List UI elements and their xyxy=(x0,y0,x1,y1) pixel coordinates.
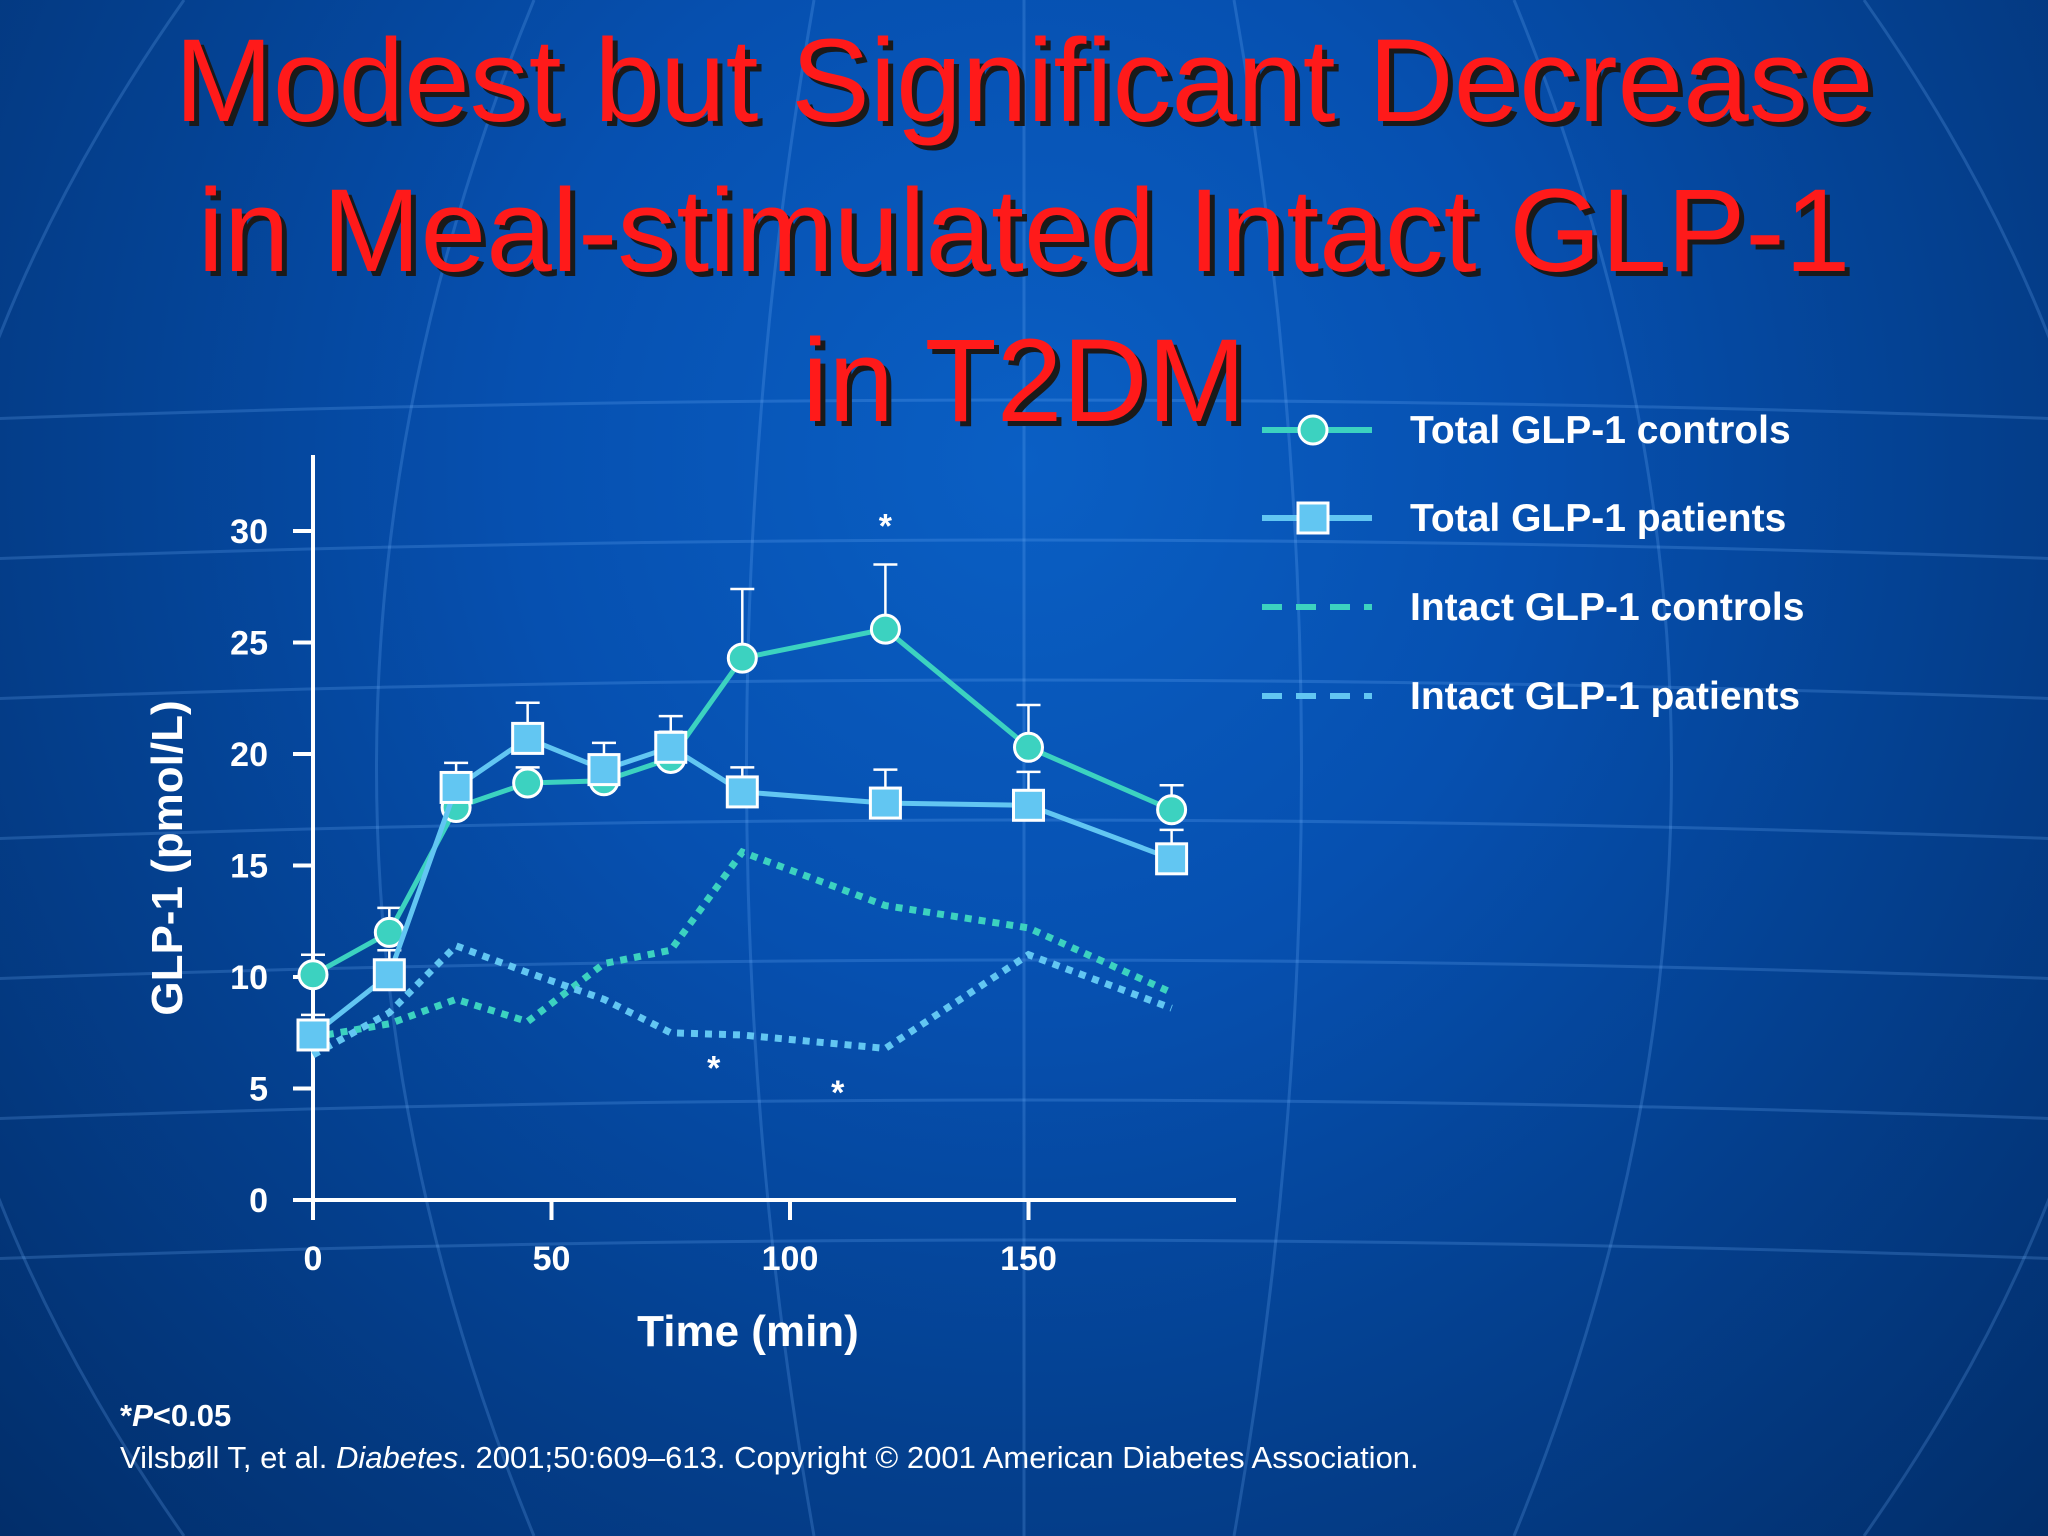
data-point-square xyxy=(511,721,545,755)
data-point-square xyxy=(372,958,406,992)
grid-latitude-line xyxy=(0,398,2048,421)
grid-longitude-line xyxy=(375,0,536,1536)
x-tick-label: 50 xyxy=(533,1240,571,1278)
y-tick-label: 5 xyxy=(249,1071,268,1109)
x-tick-label: 100 xyxy=(762,1240,819,1278)
data-point-circle xyxy=(726,642,758,674)
data-point-circle xyxy=(297,959,329,991)
grid-longitude-line xyxy=(1232,0,1303,1536)
title-line-1: Modest but Significant Decrease xyxy=(174,15,1874,147)
data-point-circle xyxy=(869,613,901,645)
grid-latitude-line xyxy=(0,1238,2048,1261)
series-line-2 xyxy=(312,847,1174,1041)
legend-label-1: Total GLP-1 patients xyxy=(1410,497,1786,540)
significance-asterisk: * xyxy=(879,508,893,546)
grid-latitude-line xyxy=(0,678,2048,701)
citation-authors: Vilsbøll T, et al. xyxy=(120,1440,336,1475)
y-tick-label: 20 xyxy=(230,736,268,774)
legend-marker-circle xyxy=(1297,414,1329,446)
title-line-2: in Meal-stimulated Intact GLP-1 xyxy=(197,165,1851,297)
x-tick-label: 150 xyxy=(1000,1240,1057,1278)
data-point-circle xyxy=(1013,731,1044,763)
y-tick-label: 25 xyxy=(230,625,268,663)
data-point-square xyxy=(296,1018,330,1052)
y-tick-label: 10 xyxy=(230,959,268,997)
grid-longitude-line xyxy=(0,0,186,1536)
footnote-threshold: <0.05 xyxy=(152,1398,232,1433)
series-line-3 xyxy=(311,941,1173,1059)
y-tick-label: 30 xyxy=(230,513,268,551)
y-tick-label: 15 xyxy=(230,848,268,886)
data-point-square xyxy=(725,775,759,809)
data-point-square xyxy=(654,730,688,764)
legend-label-3: Intact GLP-1 patients xyxy=(1410,675,1800,718)
title-line-3: in T2DM xyxy=(802,315,1246,447)
legend-label-0: Total GLP-1 controls xyxy=(1410,409,1791,452)
data-point-circle xyxy=(1156,794,1188,826)
legend-label-2: Intact GLP-1 controls xyxy=(1410,586,1804,629)
y-axis-label: GLP-1 (pmol/L) xyxy=(143,700,192,1015)
data-point-square xyxy=(868,786,902,820)
significance-asterisk: * xyxy=(831,1074,845,1112)
series-line-0 xyxy=(311,626,1173,977)
citation-details: . 2001;50:609–613. Copyright © 2001 Amer… xyxy=(458,1440,1419,1475)
citation-journal: Diabetes xyxy=(335,1440,459,1475)
y-tick-label: 0 xyxy=(249,1182,268,1220)
grid-longitude-line xyxy=(1862,0,2048,1536)
grid-latitude-line xyxy=(0,1098,2048,1121)
data-point-square xyxy=(1012,788,1045,822)
series-line-1 xyxy=(311,735,1173,1037)
data-point-square xyxy=(1155,842,1189,876)
significance-footnote: *P<0.05 xyxy=(120,1398,231,1434)
footnote-p: P xyxy=(132,1398,153,1433)
grid-longitude-line xyxy=(1512,0,1673,1536)
data-point-circle xyxy=(512,767,544,799)
data-point-square xyxy=(587,753,621,787)
x-tick-label: 0 xyxy=(304,1240,323,1278)
significance-asterisk: * xyxy=(707,1050,721,1088)
citation: Vilsbøll T, et al. Diabetes. 2001;50:609… xyxy=(120,1440,1419,1476)
grid-latitude-line xyxy=(0,538,2048,561)
data-point-square xyxy=(439,770,473,804)
footnote-star: * xyxy=(120,1398,133,1433)
legend-marker-square xyxy=(1296,501,1330,535)
grid-latitude-line xyxy=(0,958,2048,981)
x-axis-label: Time (min) xyxy=(637,1307,859,1356)
slide-title: Modest but Significant Decrease in Meal-… xyxy=(0,6,2048,456)
